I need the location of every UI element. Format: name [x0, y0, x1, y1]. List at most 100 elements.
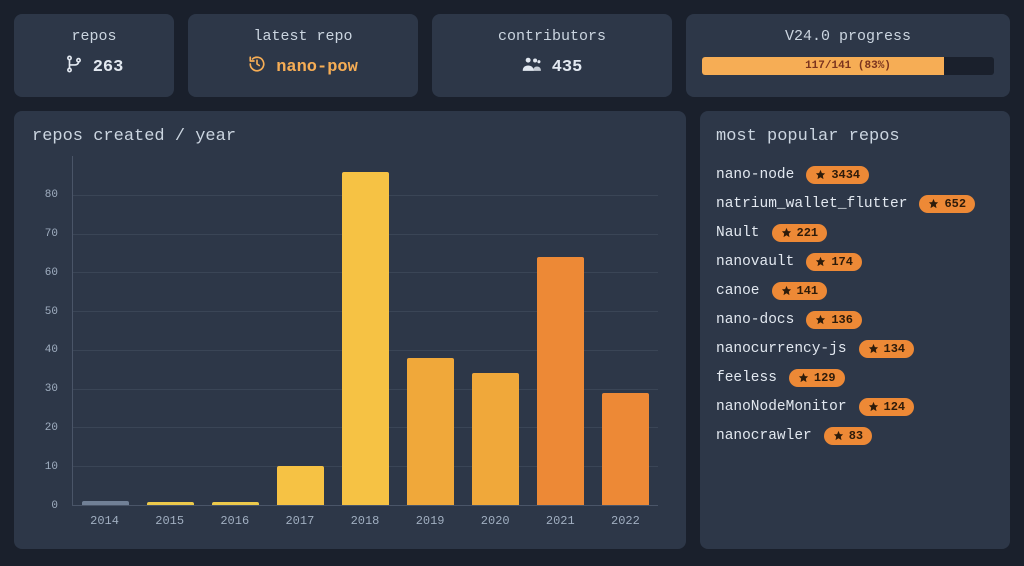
- repo-name-link[interactable]: nanocurrency-js: [716, 341, 847, 357]
- bar-slot: [203, 156, 268, 505]
- x-tick-label: 2022: [593, 506, 658, 536]
- star-icon: [781, 285, 792, 296]
- contributors-title: contributors: [448, 28, 656, 45]
- chart-bar[interactable]: [277, 466, 324, 505]
- bar-slot: [528, 156, 593, 505]
- star-badge[interactable]: 129: [789, 369, 845, 387]
- popular-repos-card: most popular repos nano-node 3434 natrium_…: [700, 111, 1010, 549]
- chart-area: 01020304050607080 2014201520162017201820…: [32, 156, 668, 536]
- bar-slot: [593, 156, 658, 505]
- y-tick-label: 60: [45, 267, 58, 279]
- star-badge[interactable]: 83: [824, 427, 872, 445]
- star-icon: [868, 401, 879, 412]
- star-badge[interactable]: 136: [806, 311, 862, 329]
- progress-bar[interactable]: 117/141 (83%): [702, 57, 994, 75]
- star-icon: [798, 372, 809, 383]
- repo-row: nanocurrency-js 134: [716, 334, 994, 363]
- x-tick-label: 2014: [72, 506, 137, 536]
- chart-bar[interactable]: [82, 501, 129, 505]
- history-icon: [248, 55, 266, 79]
- star-icon: [868, 343, 879, 354]
- y-tick-label: 80: [45, 189, 58, 201]
- repo-name-link[interactable]: nano-node: [716, 167, 794, 183]
- main-row: repos created / year 01020304050607080 2…: [14, 111, 1010, 549]
- star-badge[interactable]: 174: [806, 253, 862, 271]
- star-badge[interactable]: 221: [772, 224, 828, 242]
- chart-x-axis: 201420152016201720182019202020212022: [72, 506, 658, 536]
- repo-name-link[interactable]: nanovault: [716, 254, 794, 270]
- star-badge[interactable]: 141: [772, 282, 828, 300]
- repo-name-link[interactable]: feeless: [716, 370, 777, 386]
- chart-card: repos created / year 01020304050607080 2…: [14, 111, 686, 549]
- chart-bar[interactable]: [342, 172, 389, 505]
- star-badge[interactable]: 134: [859, 340, 915, 358]
- repo-name-link[interactable]: canoe: [716, 283, 760, 299]
- repo-row: nanovault 174: [716, 247, 994, 276]
- x-tick-label: 2015: [137, 506, 202, 536]
- chart-title: repos created / year: [32, 127, 668, 146]
- bar-slot: [333, 156, 398, 505]
- repos-stat-title: repos: [30, 28, 158, 45]
- chart-bars: [73, 156, 658, 505]
- chart-bar[interactable]: [472, 373, 519, 505]
- repo-row: feeless 129: [716, 363, 994, 392]
- progress-label: 117/141 (83%): [702, 57, 994, 75]
- contributors-value: 435: [552, 58, 583, 77]
- repos-stat-value: 263: [93, 58, 124, 77]
- latest-repo-title: latest repo: [204, 28, 402, 45]
- repos-stat-card: repos 263: [14, 14, 174, 97]
- star-icon: [815, 314, 826, 325]
- y-tick-label: 50: [45, 306, 58, 318]
- star-badge[interactable]: 3434: [806, 166, 869, 184]
- x-tick-label: 2020: [463, 506, 528, 536]
- chart-plot: [72, 156, 658, 506]
- contributors-card: contributors 435: [432, 14, 672, 97]
- repo-name-link[interactable]: nanoNodeMonitor: [716, 399, 847, 415]
- git-branch-icon: [65, 55, 83, 79]
- popular-repos-title: most popular repos: [716, 127, 994, 146]
- repo-row: Nault 221: [716, 218, 994, 247]
- x-tick-label: 2017: [267, 506, 332, 536]
- chart-bar[interactable]: [147, 502, 194, 505]
- x-tick-label: 2018: [332, 506, 397, 536]
- bar-slot: [73, 156, 138, 505]
- chart-bar[interactable]: [602, 393, 649, 505]
- users-icon: [522, 55, 542, 79]
- star-icon: [815, 169, 826, 180]
- x-tick-label: 2016: [202, 506, 267, 536]
- repo-row: nanocrawler 83: [716, 421, 994, 450]
- star-badge[interactable]: 652: [919, 195, 975, 213]
- latest-repo-card: latest repo nano-pow: [188, 14, 418, 97]
- chart-bar[interactable]: [212, 502, 259, 505]
- progress-title: V24.0 progress: [702, 28, 994, 45]
- y-tick-label: 10: [45, 461, 58, 473]
- repo-name-link[interactable]: nano-docs: [716, 312, 794, 328]
- y-tick-label: 40: [45, 344, 58, 356]
- latest-repo-link[interactable]: nano-pow: [276, 58, 358, 77]
- y-tick-label: 0: [51, 500, 58, 512]
- repo-row: nano-docs 136: [716, 305, 994, 334]
- popular-repos-list: nano-node 3434 natrium_wallet_flutter 652 Na…: [716, 160, 994, 450]
- repo-row: natrium_wallet_flutter 652: [716, 189, 994, 218]
- repo-name-link[interactable]: natrium_wallet_flutter: [716, 196, 907, 212]
- chart-bar[interactable]: [537, 257, 584, 505]
- star-icon: [781, 227, 792, 238]
- progress-card: V24.0 progress 117/141 (83%): [686, 14, 1010, 97]
- repo-row: nanoNodeMonitor 124: [716, 392, 994, 421]
- repo-name-link[interactable]: nanocrawler: [716, 428, 812, 444]
- star-badge[interactable]: 124: [859, 398, 915, 416]
- bar-slot: [138, 156, 203, 505]
- x-tick-label: 2021: [528, 506, 593, 536]
- star-icon: [928, 198, 939, 209]
- stats-row: repos 263 latest repo nano-pow contribut…: [14, 14, 1010, 97]
- y-tick-label: 20: [45, 422, 58, 434]
- chart-bar[interactable]: [407, 358, 454, 505]
- chart-y-axis: 01020304050607080: [32, 156, 64, 506]
- repo-row: canoe 141: [716, 276, 994, 305]
- star-icon: [815, 256, 826, 267]
- repo-name-link[interactable]: Nault: [716, 225, 760, 241]
- repo-row: nano-node 3434: [716, 160, 994, 189]
- bar-slot: [463, 156, 528, 505]
- x-tick-label: 2019: [398, 506, 463, 536]
- bar-slot: [398, 156, 463, 505]
